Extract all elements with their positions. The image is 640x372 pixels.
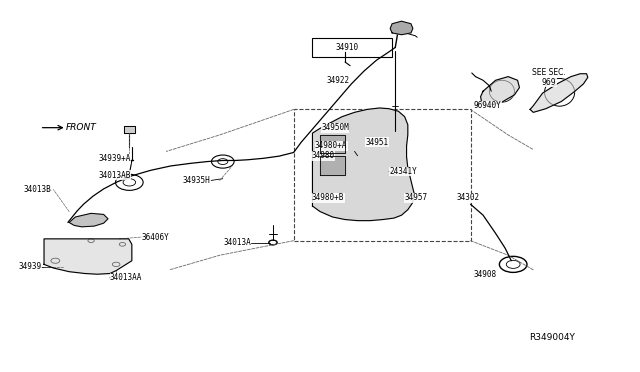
Text: 24341Y: 24341Y — [389, 167, 417, 176]
Polygon shape — [312, 108, 414, 221]
Text: FRONT: FRONT — [66, 123, 97, 132]
Text: 34910: 34910 — [336, 43, 359, 52]
Text: 96940Y: 96940Y — [474, 101, 501, 110]
Polygon shape — [320, 156, 345, 175]
Text: 34950M: 34950M — [321, 123, 349, 132]
Text: 34951: 34951 — [366, 138, 389, 147]
Text: 34013AB: 34013AB — [99, 171, 131, 180]
Text: 34957: 34957 — [404, 193, 428, 202]
Polygon shape — [69, 214, 108, 227]
Text: SEE SEC.: SEE SEC. — [532, 68, 566, 77]
Bar — [294, 109, 470, 241]
Text: 34939: 34939 — [19, 262, 42, 272]
Text: 34302: 34302 — [457, 193, 480, 202]
Polygon shape — [390, 21, 413, 35]
Polygon shape — [530, 74, 588, 112]
Text: FRONT: FRONT — [66, 123, 97, 132]
Text: 34013B: 34013B — [24, 185, 52, 194]
Text: 34922: 34922 — [326, 76, 349, 85]
Text: 34980+A: 34980+A — [315, 141, 348, 150]
Polygon shape — [481, 77, 520, 105]
Text: 36406Y: 36406Y — [141, 232, 169, 241]
Text: 34935H: 34935H — [182, 176, 211, 185]
Text: 34980: 34980 — [312, 151, 335, 160]
Text: 34013A: 34013A — [223, 238, 251, 247]
Circle shape — [351, 197, 364, 204]
Text: 34939+A: 34939+A — [99, 154, 131, 163]
Text: 34908: 34908 — [474, 270, 497, 279]
Bar — [312, 38, 392, 57]
Polygon shape — [44, 239, 132, 274]
Text: 34980+B: 34980+B — [312, 193, 344, 202]
Polygon shape — [320, 135, 345, 153]
Text: R349004Y: R349004Y — [529, 333, 575, 342]
Polygon shape — [124, 126, 135, 133]
Text: 34013AA: 34013AA — [110, 273, 142, 282]
Text: 969: 969 — [541, 78, 556, 87]
